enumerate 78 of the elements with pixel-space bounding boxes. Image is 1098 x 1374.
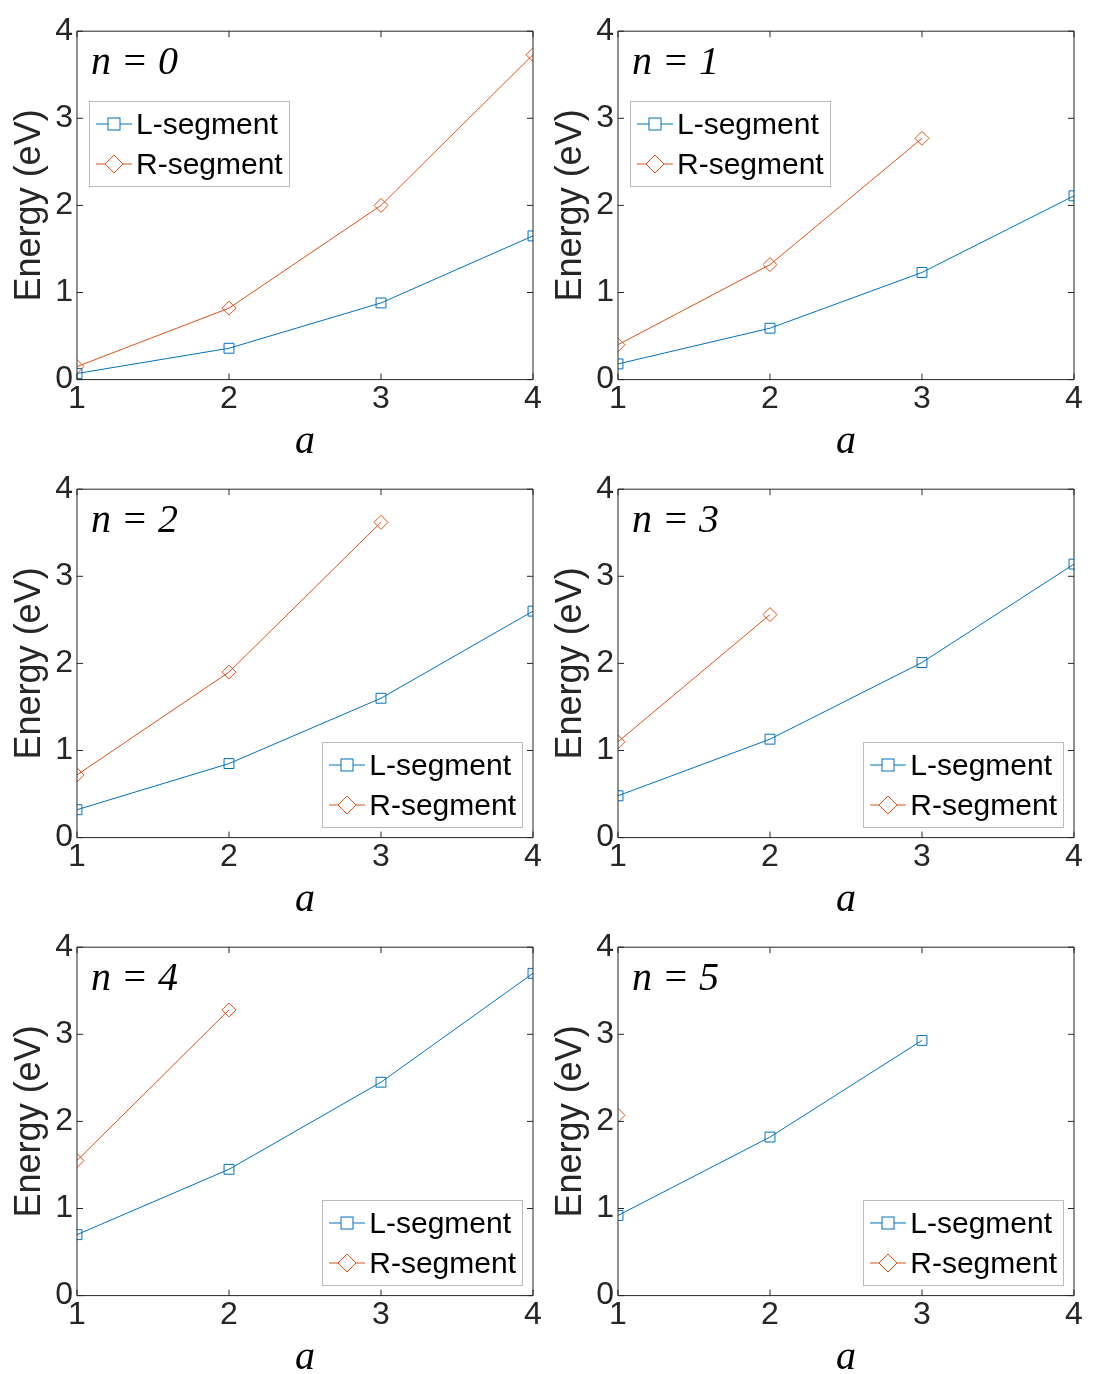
x-axis-title: a [295, 874, 315, 920]
legend-label: L-segment [910, 746, 1053, 783]
x-tick-label: 4 [1065, 378, 1083, 415]
x-tick-label: 3 [913, 836, 931, 873]
y-tick-label: 4 [55, 927, 73, 964]
x-tick-label: 4 [1065, 1294, 1083, 1331]
x-tick-label: 3 [913, 378, 931, 415]
y-tick-label: 4 [596, 11, 614, 48]
x-tick-label: 3 [372, 378, 390, 415]
annotation: n = 4 [91, 953, 178, 999]
x-tick-label: 2 [220, 836, 238, 873]
point [914, 130, 930, 146]
point [762, 257, 778, 273]
legend-label: R-segment [910, 1244, 1057, 1281]
y-tick-label: 2 [55, 1101, 73, 1138]
legend-label: L-segment [135, 106, 278, 143]
y-tick-label: 2 [55, 185, 73, 222]
legend-label: R-segment [910, 786, 1057, 823]
x-tick-label: 3 [913, 1294, 931, 1331]
y-tick-label: 4 [596, 927, 614, 964]
legend-label: L-segment [369, 746, 512, 783]
annotation: n = 1 [632, 37, 719, 83]
x-axis-title: a [295, 1332, 315, 1374]
legend-label: R-segment [676, 146, 824, 183]
y-tick-label: 4 [55, 469, 73, 506]
y-axis-title: Energy (eV) [6, 109, 48, 302]
x-tick-label: 4 [524, 1294, 542, 1331]
x-tick-label: 3 [372, 1294, 390, 1331]
x-axis-title: a [836, 874, 856, 920]
y-axis-title: Energy (eV) [547, 109, 589, 302]
point [916, 1034, 928, 1046]
point [764, 1131, 776, 1143]
x-tick-label: 2 [761, 1294, 779, 1331]
x-axis-title: a [295, 416, 315, 462]
y-tick-label: 1 [596, 730, 614, 767]
y-tick-label: 1 [596, 272, 614, 309]
y-tick-label: 3 [596, 1014, 614, 1051]
legend-label: R-segment [369, 1244, 516, 1281]
y-axis-title: Energy (eV) [6, 1025, 48, 1218]
y-tick-label: 3 [55, 556, 73, 593]
y-tick-label: 2 [596, 643, 614, 680]
y-tick-label: 3 [596, 98, 614, 135]
y-tick-label: 1 [55, 730, 73, 767]
annotation: n = 2 [91, 495, 178, 541]
annotation: n = 3 [632, 495, 719, 541]
y-tick-label: 2 [596, 1101, 614, 1138]
y-tick-label: 1 [596, 1188, 614, 1225]
x-tick-label: 2 [761, 378, 779, 415]
y-tick-label: 4 [596, 469, 614, 506]
x-tick-label: 2 [220, 378, 238, 415]
annotation: n = 0 [91, 37, 178, 83]
x-tick-label: 4 [1065, 836, 1083, 873]
x-tick-label: 2 [761, 836, 779, 873]
x-tick-label: 2 [220, 1294, 238, 1331]
x-tick-label: 4 [524, 378, 542, 415]
x-tick-label: 3 [372, 836, 390, 873]
legend-label: R-segment [369, 786, 516, 823]
legend-label: L-segment [676, 106, 819, 143]
y-axis-title: Energy (eV) [547, 1025, 589, 1218]
point [373, 514, 389, 530]
y-axis-title: Energy (eV) [6, 567, 48, 760]
y-tick-label: 1 [55, 272, 73, 309]
x-axis-title: a [836, 416, 856, 462]
legend-label: L-segment [369, 1204, 512, 1241]
x-tick-label: 4 [524, 836, 542, 873]
y-tick-label: 4 [55, 11, 73, 48]
y-tick-label: 2 [55, 643, 73, 680]
y-tick-label: 2 [596, 185, 614, 222]
annotation: n = 5 [632, 953, 719, 999]
y-tick-label: 3 [55, 98, 73, 135]
x-axis-title: a [836, 1332, 856, 1374]
y-tick-label: 1 [55, 1188, 73, 1225]
legend-label: R-segment [135, 146, 283, 183]
point [221, 664, 237, 680]
y-tick-label: 3 [55, 1014, 73, 1051]
y-tick-label: 3 [596, 556, 614, 593]
y-axis-title: Energy (eV) [547, 567, 589, 760]
legend-label: L-segment [910, 1204, 1053, 1241]
